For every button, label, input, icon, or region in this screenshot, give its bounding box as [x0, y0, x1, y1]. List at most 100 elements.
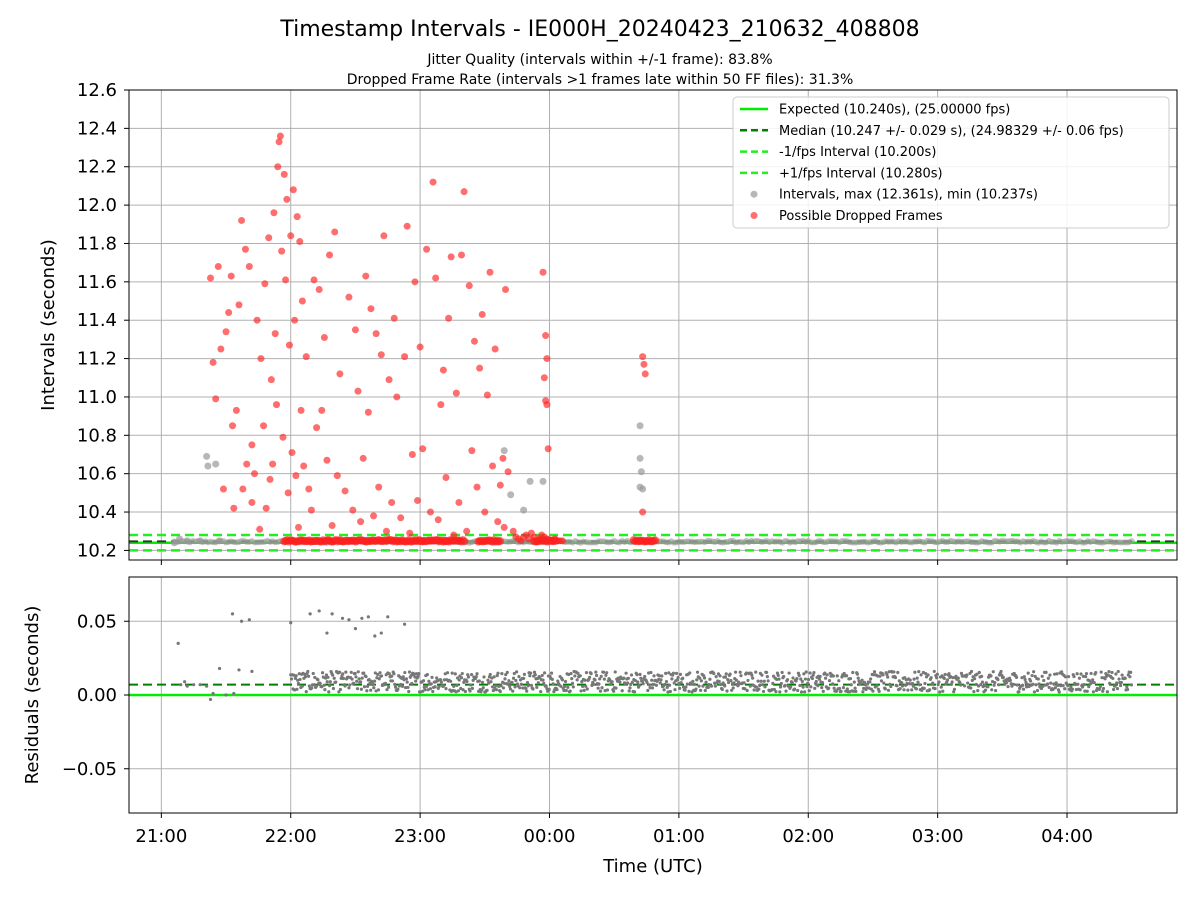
residual-point: [681, 676, 685, 680]
residual-point: [486, 678, 490, 682]
residual-point: [176, 641, 180, 645]
x-tick-label: 01:00: [653, 826, 705, 847]
residual-point: [393, 682, 397, 686]
dropped-frame-point: [411, 278, 419, 286]
residual-point: [922, 686, 926, 690]
top-data-points: [170, 132, 1135, 547]
legend-box: [732, 96, 1170, 229]
residual-point: [996, 677, 1000, 682]
residual-point: [859, 681, 863, 685]
residual-point: [308, 612, 312, 616]
residual-point: [1040, 674, 1044, 678]
residual-point: [400, 684, 405, 688]
dropped-frame-point: [509, 527, 517, 535]
residual-point: [800, 679, 804, 684]
residual-point: [665, 685, 669, 689]
residual-point: [353, 627, 358, 631]
residual-point: [641, 682, 645, 686]
residual-point: [325, 631, 329, 635]
residual-point: [654, 683, 658, 687]
legend-marker: [750, 190, 758, 198]
residual-point: [908, 678, 912, 682]
residual-point: [645, 680, 649, 685]
interval-point: [170, 539, 178, 547]
residual-point: [743, 687, 747, 691]
residual-point: [555, 688, 559, 692]
residual-point: [726, 678, 730, 682]
residual-point: [355, 687, 360, 691]
residual-point: [984, 681, 988, 685]
residual-point: [734, 678, 738, 682]
residual-point: [1089, 671, 1093, 676]
residual-point: [385, 688, 389, 692]
residual-point: [378, 671, 382, 675]
x-tick-label: 02:00: [782, 826, 834, 847]
residual-point: [809, 685, 813, 689]
residual-point: [496, 671, 500, 675]
residual-point: [990, 688, 994, 692]
residual-point: [462, 680, 466, 685]
x-axis-label: Time (UTC): [602, 856, 703, 877]
residual-point: [914, 687, 919, 691]
residual-point: [643, 674, 647, 679]
residual-point: [540, 673, 544, 678]
residual-point: [445, 671, 450, 675]
residual-point: [745, 688, 749, 693]
residual-point: [232, 691, 236, 696]
dropped-frame-point: [367, 305, 375, 313]
dropped-frame-point: [558, 537, 566, 545]
residual-point: [390, 674, 394, 678]
residual-point: [924, 672, 928, 676]
residual-point: [695, 670, 700, 674]
residual-point: [296, 681, 301, 686]
residual-point: [407, 670, 412, 674]
legend-label: Median (10.247 +/- 0.029 s), (24.98329 +…: [779, 124, 1124, 139]
residual-point: [539, 690, 543, 694]
residual-point: [1028, 679, 1033, 683]
residual-point: [1110, 670, 1114, 675]
residual-point: [783, 683, 787, 687]
residual-point: [211, 691, 215, 696]
residual-point: [1034, 683, 1038, 687]
residual-point: [547, 687, 551, 692]
residual-point: [428, 687, 433, 691]
residual-point: [668, 689, 672, 694]
residual-point: [789, 685, 793, 689]
residual-point: [349, 670, 353, 674]
residual-point: [1120, 673, 1124, 677]
residual-point: [647, 683, 651, 687]
residual-point: [179, 683, 183, 687]
dropped-frame-point: [481, 508, 489, 516]
residual-point: [1103, 677, 1107, 681]
dropped-frame-point: [640, 360, 648, 368]
residual-point: [1091, 678, 1095, 682]
residual-point: [1123, 676, 1127, 680]
dropped-frame-point: [227, 272, 235, 280]
residual-point: [573, 674, 577, 678]
residual-point: [439, 680, 443, 684]
residual-point: [1030, 673, 1034, 678]
residual-point: [307, 684, 311, 688]
dropped-frame-point: [406, 529, 414, 537]
residual-point: [482, 675, 486, 679]
residual-point: [1036, 677, 1040, 681]
top-y-tick-label: 10.4: [77, 502, 117, 523]
residual-point: [1033, 674, 1037, 678]
residual-point: [895, 684, 899, 688]
residual-point: [1084, 671, 1089, 676]
residual-point: [503, 677, 507, 681]
dropped-frame-point: [345, 293, 353, 301]
residual-point: [695, 678, 699, 682]
top-y-tick-label: 11.6: [77, 272, 117, 293]
residual-point: [670, 677, 674, 681]
bottom-y-ticks: −0.05 0.00 0.05: [62, 611, 129, 780]
residual-point: [1046, 676, 1050, 680]
residual-point: [762, 679, 766, 683]
residual-point: [697, 684, 701, 688]
residual-point: [820, 681, 825, 685]
dropped-frame-point: [651, 536, 660, 545]
residual-point: [765, 675, 769, 679]
residual-point: [929, 676, 933, 680]
residual-point: [469, 683, 473, 687]
top-y-tick-label: 12.2: [77, 157, 117, 178]
